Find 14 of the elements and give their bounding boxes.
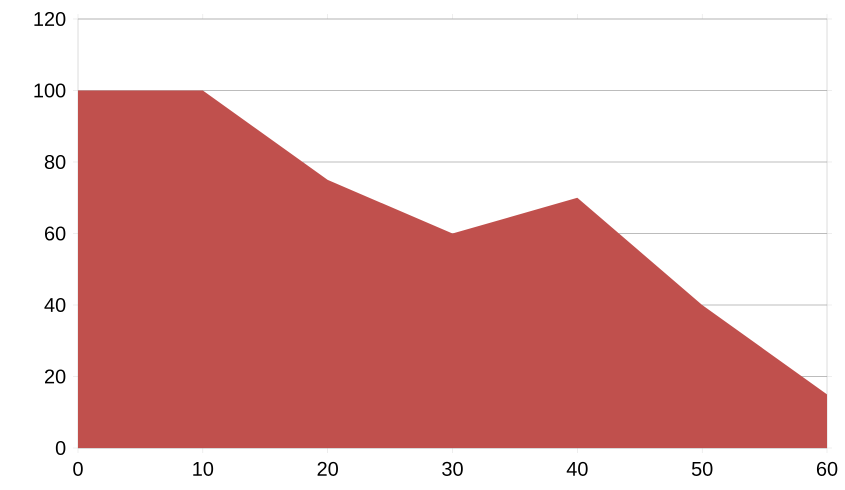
x-tick-label: 20 <box>318 462 338 476</box>
x-tick-label: 60 <box>816 462 838 476</box>
y-tick-label: 100 <box>34 83 66 98</box>
x-tick-label: 50 <box>692 462 712 476</box>
y-tick-label: 120 <box>34 12 66 26</box>
y-tick-label: 80 <box>44 154 66 170</box>
y-tick-label: 60 <box>45 226 66 241</box>
x-tick-label: 40 <box>566 462 588 476</box>
y-tick-label: 40 <box>44 298 66 312</box>
x-tick-label: 30 <box>442 462 463 476</box>
x-tick-label: 0 <box>73 462 83 476</box>
y-tick-label: 0 <box>56 440 66 456</box>
y-tick-label: 20 <box>44 369 66 384</box>
x-tick-label: 10 <box>193 462 214 476</box>
